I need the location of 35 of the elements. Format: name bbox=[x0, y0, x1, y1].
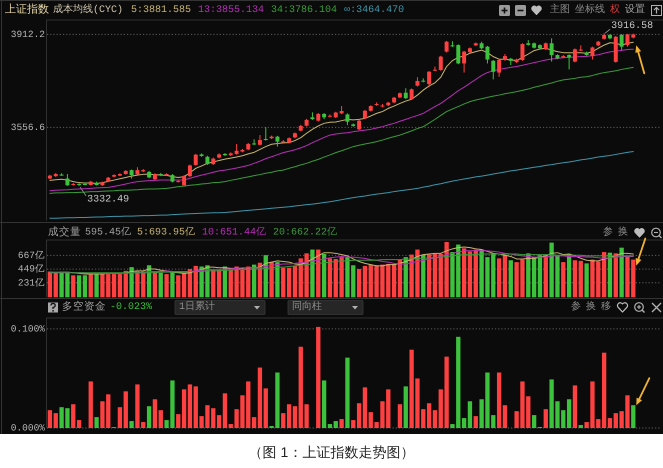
text: 13:3855.134 bbox=[198, 5, 264, 16]
chart-title: 多空资金 bbox=[62, 300, 106, 314]
legend-title: 成本均线(CYC) bbox=[53, 3, 124, 16]
text: （图 1：上证指数走势图） bbox=[248, 444, 414, 460]
text: 10:651.44亿 bbox=[202, 226, 266, 238]
y-tick-label: 0.100% bbox=[10, 323, 46, 334]
chart-title: 成交量 bbox=[48, 225, 81, 239]
y-tick-label: 3556.6 bbox=[10, 122, 46, 133]
text: 主图 bbox=[550, 3, 570, 16]
y-tick-label: 667亿 bbox=[18, 250, 45, 261]
text: ∞:3464.470 bbox=[344, 5, 404, 16]
chart-subtitle: -0.023% bbox=[110, 302, 152, 313]
text: 5:693.95亿 bbox=[137, 226, 196, 238]
y-tick-label: 231亿 bbox=[18, 277, 45, 288]
annotation: 3916.58 bbox=[604, 21, 654, 34]
text: 换 bbox=[618, 226, 628, 238]
text: 换 bbox=[586, 300, 596, 313]
text: 移 bbox=[601, 300, 611, 313]
text: 权 bbox=[609, 3, 620, 16]
chart-subtitle: 595.45亿 bbox=[85, 226, 132, 238]
text: 参 bbox=[571, 300, 581, 313]
text: 34:3786.104 bbox=[271, 5, 338, 16]
y-tick-label: 3912.2 bbox=[10, 28, 46, 40]
dropdown: 1日累计 bbox=[174, 300, 266, 315]
dropdown: 同向柱 bbox=[288, 300, 364, 315]
text: 20:662.22亿 bbox=[273, 226, 338, 238]
y-tick-label: 449亿 bbox=[18, 264, 45, 275]
annotation: 3916.58 bbox=[611, 21, 654, 32]
annotation: 3332.49 bbox=[87, 194, 130, 206]
text: 5:3881.585 bbox=[131, 5, 192, 16]
text: 参 bbox=[603, 226, 613, 238]
text: 设置 bbox=[625, 3, 645, 16]
text: 坐标线 bbox=[575, 3, 605, 16]
y-tick-label: 0.000% bbox=[10, 422, 46, 434]
chart-title: 上证指数 bbox=[5, 2, 49, 16]
